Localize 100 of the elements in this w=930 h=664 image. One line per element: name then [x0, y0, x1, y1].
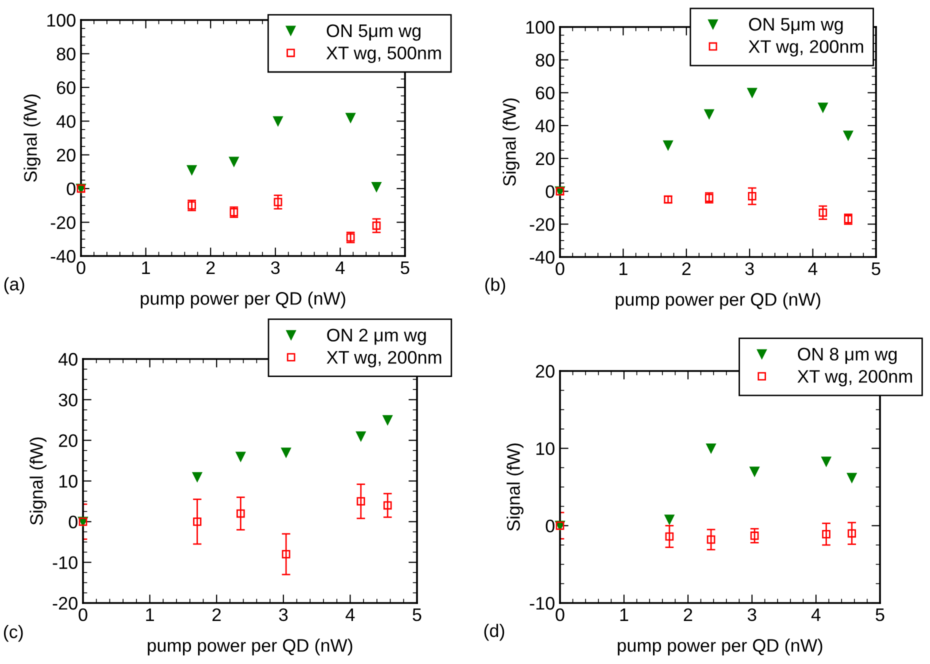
point [356, 431, 366, 442]
x-tick-label: 3 [279, 608, 288, 622]
point [665, 532, 674, 541]
y-tick-label: 40 [56, 115, 76, 128]
y-tick-label: 20 [536, 364, 554, 378]
x-axis-title: pump power per QD (nW) [140, 292, 346, 308]
x-axis-title: pump power per QD (nW) [618, 638, 822, 656]
x-tick-label: 5 [400, 262, 410, 274]
x-tick-label: 1 [146, 608, 154, 621]
point [193, 518, 202, 526]
x-tick-label: 1 [620, 608, 628, 621]
point [663, 140, 673, 150]
x-tick-label: 4 [346, 608, 355, 621]
point [281, 448, 291, 458]
point [822, 530, 830, 538]
point [282, 550, 290, 558]
point [750, 466, 760, 476]
y-tick-label: -20 [530, 218, 554, 231]
point [747, 88, 757, 98]
y-tick-label: 0 [546, 185, 554, 198]
y-tick-label: 20 [58, 434, 78, 448]
point [229, 156, 239, 166]
point [848, 529, 856, 538]
x-tick-label: 2 [682, 262, 691, 275]
point [273, 116, 283, 126]
point [843, 130, 854, 140]
x-tick-label: 4 [336, 262, 345, 274]
x-tick-label: 4 [808, 262, 818, 275]
point [383, 501, 392, 510]
x-axis-title: pump power per QD (nW) [148, 638, 352, 656]
point [846, 472, 857, 483]
legend-label: ON 5μm wg [749, 18, 843, 34]
point [236, 509, 245, 518]
x-tick-label: 4 [811, 608, 820, 621]
point [821, 456, 832, 466]
x-tick-label: 0 [556, 262, 564, 276]
legend-label: XT wg, 200nm [748, 40, 864, 57]
x-tick-label: 3 [745, 262, 754, 276]
text: (b) [485, 278, 506, 295]
x-tick-label: 2 [212, 608, 221, 621]
point [186, 165, 197, 175]
y-tick-label: 20 [536, 152, 554, 166]
x-tick-label: 1 [620, 262, 628, 275]
point [192, 472, 202, 482]
y-tick-label: -20 [52, 596, 78, 610]
x-tick-label: 1 [142, 262, 150, 274]
point [748, 192, 756, 200]
y-tick-label: 80 [56, 48, 76, 60]
x-tick-label: 3 [748, 608, 756, 622]
point [346, 112, 356, 123]
legend-label: XT wg, 500nm [326, 46, 441, 63]
y-tick-label: 10 [59, 474, 78, 488]
y-tick-label: -10 [52, 556, 78, 570]
point [706, 443, 716, 454]
y-tick-label: 60 [536, 86, 554, 100]
y-tick-label: 10 [536, 442, 554, 456]
y-tick-label: 60 [56, 81, 76, 94]
y-tick-label: -20 [50, 216, 76, 230]
x-axis-title: pump power per QD (nW) [616, 292, 820, 310]
legend-label: ON 2 μm wg [327, 328, 426, 346]
y-tick-label: -40 [50, 250, 76, 263]
x-tick-label: 0 [556, 608, 564, 622]
y-tick-label: 0 [68, 516, 78, 528]
legend-label: ON 5μm wg [326, 24, 420, 41]
y-tick-label: 0 [66, 182, 76, 196]
point [382, 415, 392, 425]
legend-label: XT wg, 200nm [797, 370, 912, 386]
x-tick-label: 5 [876, 608, 884, 622]
y-tick-label: 30 [58, 394, 78, 406]
y-tick-label: 80 [536, 54, 554, 67]
point [704, 109, 714, 119]
y-tick-label: -10 [530, 596, 554, 610]
point [236, 452, 246, 462]
point [372, 182, 382, 192]
point [818, 208, 828, 217]
x-tick-label: 0 [78, 608, 88, 622]
point [664, 514, 674, 524]
x-tick-label: 5 [412, 608, 422, 622]
y-tick-label: 20 [56, 148, 76, 162]
x-tick-label: 3 [271, 261, 280, 274]
point [372, 221, 381, 230]
y-tick-label: 100 [526, 20, 554, 34]
text: (c) [4, 624, 23, 642]
y-axis-title: Signal (fW) [506, 443, 524, 531]
point [706, 535, 716, 544]
legend-label: ON 8 μm wg [798, 348, 897, 364]
y-axis-title: Signal (fW) [24, 94, 40, 182]
y-tick-label: 0 [546, 520, 554, 532]
point [750, 532, 759, 540]
text: (d) [484, 624, 504, 641]
y-tick-label: 100 [47, 14, 76, 27]
x-tick-label: 5 [872, 262, 880, 276]
x-tick-label: 2 [684, 608, 692, 621]
y-tick-label: 40 [58, 352, 78, 366]
y-axis-title: Signal (fW) [502, 98, 520, 186]
point [274, 198, 282, 206]
legend-label: XT wg, 200nm [326, 350, 442, 368]
point [356, 497, 366, 506]
y-axis-title: Signal (fW) [30, 437, 46, 525]
point [818, 102, 828, 112]
